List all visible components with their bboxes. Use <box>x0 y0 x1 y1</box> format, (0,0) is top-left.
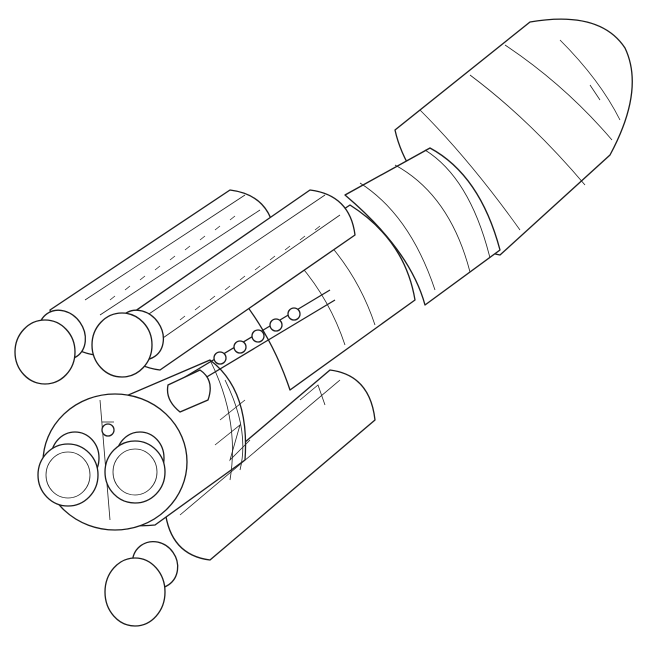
valve-housing <box>166 369 211 413</box>
strapon-booster-lower <box>164 369 376 561</box>
nozzle-upper-right <box>91 309 165 378</box>
strapon-booster-upper-right <box>114 189 356 371</box>
nozzle-upper-left <box>14 309 87 385</box>
center-port <box>101 421 115 437</box>
nozzle-lower <box>104 540 179 627</box>
core-stage <box>229 204 416 391</box>
interstage-truss <box>214 384 326 462</box>
feed-lines <box>179 289 336 391</box>
upper-stage <box>344 147 501 306</box>
booster-rivet-rows <box>109 215 321 321</box>
nozzle-main-left <box>37 431 100 507</box>
nozzle-main-right <box>104 431 166 504</box>
